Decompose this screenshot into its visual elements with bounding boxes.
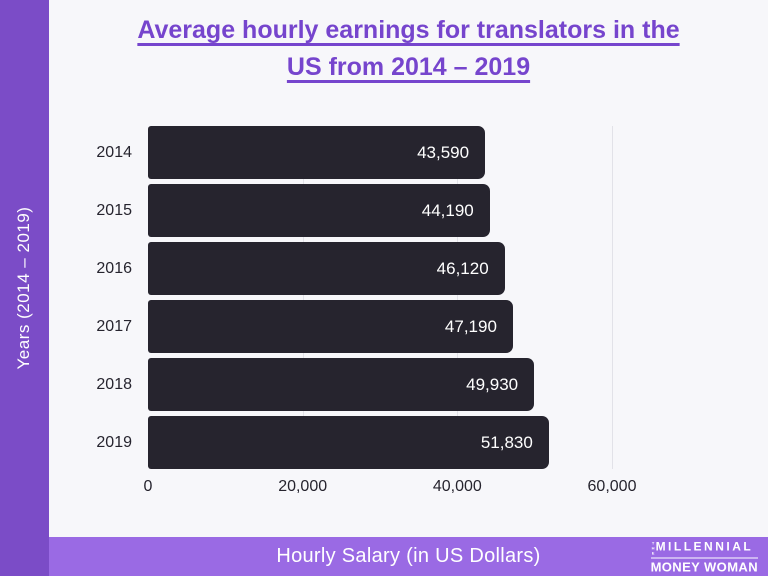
bar-row-2019: 2019 51,830 <box>49 416 768 469</box>
gridline-40000 <box>457 126 459 469</box>
bar-rows: 2014 43,590 2015 44,190 2016 46,120 2017 47,190… <box>49 126 768 469</box>
chart-title: Average hourly earnings for translators … <box>49 12 768 86</box>
year-label: 2016 <box>96 259 132 277</box>
year-label: 2017 <box>96 317 132 335</box>
bar-row-2014: 2014 43,590 <box>49 126 768 179</box>
bar-track: 46,120 <box>148 242 612 295</box>
chart-title-line2: US from 2014 – 2019 <box>286 53 531 81</box>
bar-track: 49,930 <box>148 358 612 411</box>
millennial-money-woman-logo: THE MILLENNIAL MONEY WOMAN <box>650 539 758 574</box>
chart-title-line1: Average hourly earnings for translators … <box>137 16 680 44</box>
bar-row-2018: 2018 49,930 <box>49 358 768 411</box>
bar-row-2015: 2015 44,190 <box>49 184 768 237</box>
x-axis-ticks: 0 20,000 40,000 60,000 <box>144 478 637 500</box>
bottom-frame-bar: Hourly Salary (in US Dollars) THE MILLEN… <box>49 537 768 576</box>
bar-value-label: 49,930 <box>466 374 519 394</box>
logo-millennial-text: MILLENNIAL <box>655 539 754 553</box>
logo-top-row: THE MILLENNIAL <box>650 539 758 558</box>
x-tick-label-60000: 60,000 <box>587 478 637 495</box>
x-tick-label-0: 0 <box>143 478 153 495</box>
year-label: 2019 <box>96 433 132 451</box>
bar-track: 47,190 <box>148 300 612 353</box>
bar-value-label: 46,120 <box>436 258 489 278</box>
x-tick-label-40000: 40,000 <box>432 478 482 495</box>
bar-track: 44,190 <box>148 184 612 237</box>
bar-value-label: 44,190 <box>421 200 474 220</box>
bar-value-label: 51,830 <box>480 432 533 452</box>
gridline-20000 <box>302 126 304 469</box>
bar-value-label: 43,590 <box>417 142 470 162</box>
x-tick-label-20000: 20,000 <box>278 478 328 495</box>
gridline-60000 <box>612 126 613 469</box>
bar-2016: 46,120 <box>148 242 505 295</box>
bar-track: 43,590 <box>148 126 612 179</box>
bar-2019: 51,830 <box>148 416 549 469</box>
bar-2015: 44,190 <box>148 184 490 237</box>
bar-chart: 2014 43,590 2015 44,190 2016 46,120 2017 47,190… <box>49 126 768 500</box>
bar-2014: 43,590 <box>148 126 486 179</box>
gridlines-layer <box>148 126 613 469</box>
logo-the-text: THE <box>650 540 656 555</box>
year-label: 2014 <box>96 143 132 161</box>
bar-track: 51,830 <box>148 416 612 469</box>
x-axis-title: Hourly Salary (in US Dollars) <box>276 545 541 567</box>
year-label: 2018 <box>96 375 132 393</box>
bar-2017: 47,190 <box>148 300 513 353</box>
bar-row-2016: 2016 46,120 <box>49 242 768 295</box>
left-frame-column: Years (2014 – 2019) <box>0 0 49 576</box>
year-label: 2015 <box>96 201 132 219</box>
logo-money-woman-text: MONEY WOMAN <box>650 559 758 574</box>
bar-2018: 49,930 <box>148 358 535 411</box>
y-axis-title: Years (2014 – 2019) <box>14 206 33 370</box>
bar-value-label: 47,190 <box>444 316 497 336</box>
bar-row-2017: 2017 47,190 <box>49 300 768 353</box>
